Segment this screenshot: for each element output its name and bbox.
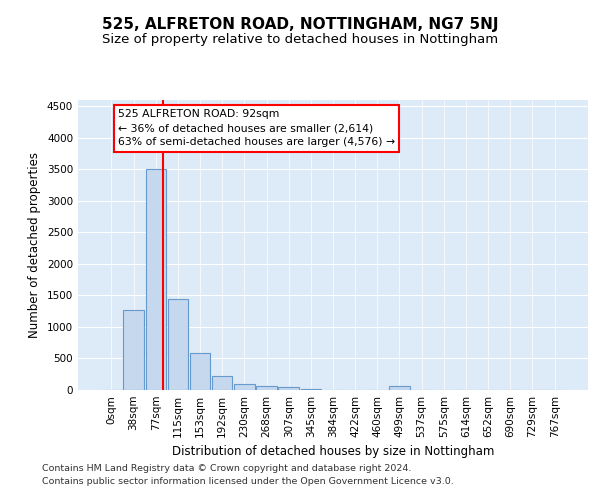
Text: 525 ALFRETON ROAD: 92sqm
← 36% of detached houses are smaller (2,614)
63% of sem: 525 ALFRETON ROAD: 92sqm ← 36% of detach… xyxy=(118,110,395,148)
Bar xyxy=(212,376,232,390)
Bar xyxy=(389,386,410,390)
Bar xyxy=(234,384,254,390)
Bar xyxy=(124,310,144,390)
Bar xyxy=(190,354,210,390)
X-axis label: Distribution of detached houses by size in Nottingham: Distribution of detached houses by size … xyxy=(172,446,494,458)
Bar xyxy=(167,298,188,390)
Text: Contains public sector information licensed under the Open Government Licence v3: Contains public sector information licen… xyxy=(42,477,454,486)
Text: 525, ALFRETON ROAD, NOTTINGHAM, NG7 5NJ: 525, ALFRETON ROAD, NOTTINGHAM, NG7 5NJ xyxy=(102,18,498,32)
Bar xyxy=(146,170,166,390)
Bar xyxy=(256,386,277,390)
Text: Size of property relative to detached houses in Nottingham: Size of property relative to detached ho… xyxy=(102,32,498,46)
Bar xyxy=(278,387,299,390)
Y-axis label: Number of detached properties: Number of detached properties xyxy=(28,152,41,338)
Text: Contains HM Land Registry data © Crown copyright and database right 2024.: Contains HM Land Registry data © Crown c… xyxy=(42,464,412,473)
